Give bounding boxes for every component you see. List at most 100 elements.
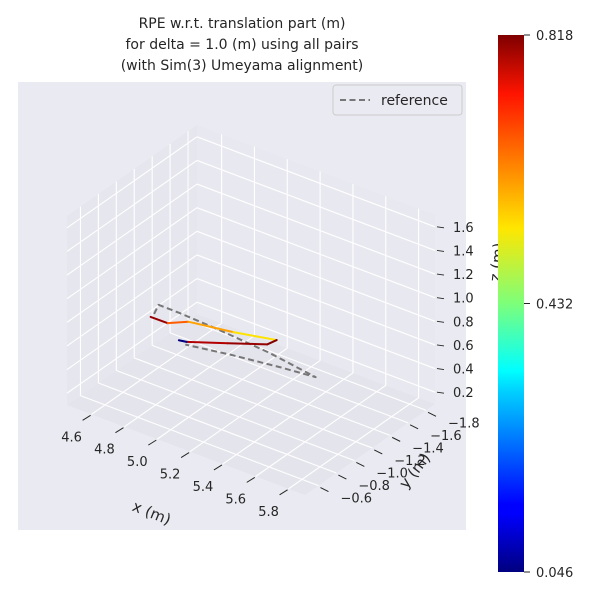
y-grid-floor	[134, 357, 373, 449]
estimate-segment	[149, 315, 169, 325]
z-grid-side	[196, 301, 436, 393]
y-tick	[427, 411, 437, 417]
chart-title: RPE w.r.t. translation part (m) for delt…	[121, 16, 364, 74]
y-tick-label: −0.6	[340, 492, 372, 507]
z-tick	[436, 391, 445, 394]
x-tick	[279, 489, 288, 496]
colorbar-ticks: 0.818 0.432 0.046	[524, 29, 573, 581]
y-tick	[374, 449, 383, 455]
estimate-segment	[226, 342, 269, 346]
z-tick-label: 1.0	[453, 292, 474, 307]
colorbar: 0.818 0.432 0.046	[498, 29, 573, 581]
y-grid-floor	[169, 332, 409, 424]
colorbar-gradient	[498, 35, 524, 572]
grid-lines	[66, 131, 436, 490]
z-tick	[436, 226, 445, 229]
y-tick	[338, 474, 347, 480]
z-grid-back	[66, 136, 198, 229]
x-grid-floor	[156, 347, 288, 440]
x-tick-label: 4.6	[61, 430, 82, 445]
legend-reference-label: reference	[381, 93, 448, 109]
back-wall-pane	[67, 125, 197, 405]
y-tick-label: −1.8	[448, 416, 480, 431]
x-tick	[115, 427, 124, 434]
z-tick-label: 1.2	[453, 268, 474, 283]
estimate-segment	[232, 331, 278, 342]
y-grid-floor	[187, 319, 427, 411]
z-tick	[436, 297, 445, 300]
y-tick-label: −0.8	[358, 479, 390, 494]
z-grid-back	[66, 207, 198, 300]
x-grid-floor	[288, 397, 419, 490]
legend: reference	[332, 84, 463, 116]
title-line-3: (with Sim(3) Umeyama alignment)	[121, 58, 364, 74]
x-grid-floor	[189, 360, 321, 453]
x-tick	[213, 464, 223, 471]
y-grid-floor	[151, 344, 391, 436]
y-tick-label: −1.4	[412, 441, 444, 456]
estimate-segment	[266, 339, 278, 346]
x-grid-floor	[222, 372, 354, 465]
estimate-segment	[166, 320, 190, 325]
title-line-1: RPE w.r.t. translation part (m)	[139, 16, 346, 32]
z-grid-side	[196, 136, 436, 228]
estimate-segment	[187, 320, 235, 334]
estimate-segment	[177, 339, 188, 343]
z-tick-label: 0.2	[453, 386, 474, 401]
z-tick	[436, 320, 445, 323]
z-grid-back	[66, 230, 198, 323]
x-grid-floor	[91, 322, 222, 415]
y-grid-floor	[98, 382, 337, 474]
z-tick	[436, 368, 445, 371]
x-tick	[148, 439, 157, 446]
z-grid-side	[196, 159, 436, 251]
z-tick-label: 1.4	[453, 244, 474, 259]
y-tick-label: −1.0	[376, 466, 408, 481]
z-grid-back	[66, 301, 198, 394]
z-grid-side	[196, 230, 436, 322]
z-grid-back	[66, 159, 198, 252]
y-grid-floor	[116, 369, 355, 461]
x-tick	[180, 452, 190, 458]
y-tick	[391, 436, 401, 442]
z-tick-label: 0.8	[453, 315, 474, 330]
legend-box	[332, 84, 463, 116]
axis-panes	[67, 125, 435, 495]
z-grid-back	[66, 254, 198, 347]
z-grid-side	[196, 183, 436, 275]
side-wall-pane	[197, 125, 435, 404]
z-tick	[436, 249, 445, 252]
x-tick-label: 4.8	[94, 443, 115, 458]
y-tick	[320, 487, 329, 493]
x-tick-label: 5.0	[127, 455, 148, 470]
colorbar-tick-label: 0.046	[536, 566, 573, 581]
floor-pane	[67, 314, 435, 495]
z-grid-back	[66, 278, 198, 371]
x-grid-floor	[255, 384, 387, 477]
x-tick-label: 5.4	[193, 480, 214, 495]
y-tick	[409, 424, 419, 430]
estimate-segment	[185, 340, 229, 345]
z-tick-label: 1.6	[453, 221, 474, 236]
z-tick-label: 0.6	[453, 339, 474, 354]
y-tick-label: −1.6	[430, 429, 462, 444]
z-grid-side	[196, 278, 436, 370]
x-tick	[246, 476, 256, 483]
z-grid-side	[196, 207, 436, 299]
tick-labels: 4.6 4.8 5.0 5.2 5.4 5.6 5.8 −1.8−1.6−1.4−1.2−1.…	[61, 221, 479, 520]
z-tick	[436, 273, 445, 276]
tick-marks	[82, 226, 445, 496]
x-tick	[82, 414, 91, 421]
z-tick-label: 0.4	[453, 363, 474, 378]
x-tick-label: 5.8	[258, 505, 279, 520]
z-tick	[436, 344, 445, 347]
colorbar-tick-label: 0.432	[536, 298, 573, 313]
colorbar-tick-label: 0.818	[536, 29, 573, 44]
z-grid-side	[196, 254, 436, 346]
y-grid-floor	[80, 395, 319, 487]
z-grid-back	[66, 183, 198, 276]
y-tick-label: −1.2	[394, 454, 426, 469]
x-tick-label: 5.6	[225, 492, 246, 507]
x-tick-label: 5.2	[160, 468, 181, 483]
